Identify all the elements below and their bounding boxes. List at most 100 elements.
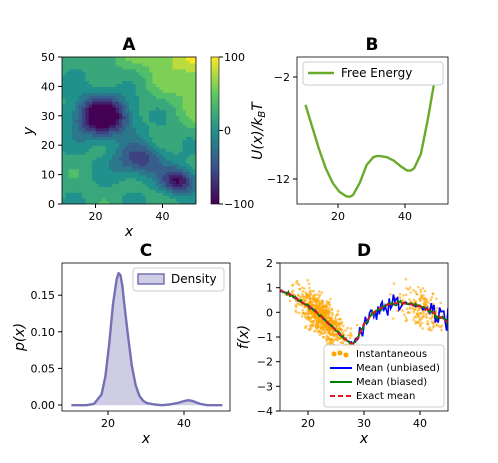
panel-d-scatter-point — [419, 312, 422, 315]
panel-a-heatmap-cell — [68, 115, 73, 120]
panel-a-heatmap-cell — [115, 65, 120, 70]
panel-d-scatter-point — [427, 301, 430, 305]
panel-a-heatmap-cell — [98, 115, 103, 120]
panel-a-heatmap-cell — [155, 118, 160, 123]
panel-a-heatmap-cell — [112, 159, 117, 164]
panel-a-heatmap-cell — [165, 201, 170, 204]
panel-a-heatmap-cell — [62, 148, 66, 152]
panel-a-heatmap-cell — [192, 195, 196, 199]
panel-a-heatmap-cell — [149, 89, 154, 93]
panel-a-heatmap-cell — [145, 177, 150, 182]
panel-a-heatmap-cell — [192, 77, 196, 82]
panel-a-heatmap-cell — [132, 133, 137, 137]
panel-d-scatter-point — [435, 297, 438, 301]
panel-a-heatmap-cell — [185, 62, 190, 67]
panel-a-heatmap-cell — [88, 92, 93, 96]
panel-a-heatmap-cell — [182, 174, 187, 179]
panel-a-heatmap-cell — [98, 77, 103, 82]
panel-a-heatmap-cell — [85, 142, 90, 146]
panel-a-heatmap-cell — [105, 168, 110, 173]
panel-a-heatmap-cell — [108, 112, 113, 117]
panel-c-xtick-label: 40 — [177, 417, 191, 430]
panel-a-heatmap-cell — [152, 106, 157, 111]
panel-a-heatmap-cell — [65, 95, 70, 99]
panel-d-scatter-point — [306, 296, 310, 299]
panel-a-heatmap-cell — [169, 198, 174, 202]
panel-a-heatmap-cell — [179, 156, 184, 161]
panel-a-heatmap-cell — [132, 80, 137, 85]
panel-a-heatmap-cell — [125, 68, 130, 73]
panel-d-scatter-point — [320, 331, 323, 335]
panel-a-heatmap-cell — [108, 77, 113, 82]
panel-a-heatmap-cell — [145, 183, 150, 187]
panel-a-heatmap-cell — [68, 124, 73, 129]
panel-d-scatter-point — [306, 278, 309, 282]
panel-a-heatmap-cell — [122, 162, 127, 167]
panel-a-heatmap-cell — [132, 198, 137, 202]
panel-a-heatmap-cell — [88, 59, 93, 64]
panel-a-heatmap-cell — [75, 142, 80, 146]
panel-a-heatmap-cell — [72, 183, 76, 187]
panel-a-heatmap-cell — [75, 71, 80, 76]
panel-a-heatmap-cell — [62, 109, 66, 114]
panel-a-heatmap-cell — [169, 57, 174, 61]
panel-a-heatmap-cell — [139, 136, 143, 140]
panel-a-heatmap-cell — [189, 124, 194, 129]
panel-a-ylabel: y — [21, 126, 37, 136]
panel-a-heatmap-cell — [175, 115, 180, 120]
panel-a-heatmap-cell — [118, 162, 123, 167]
panel-a-heatmap-cell — [162, 162, 167, 167]
panel-a-heatmap-cell — [159, 151, 164, 155]
panel-a-heatmap-cell — [192, 59, 196, 64]
panel-b-xtick-label: 20 — [331, 210, 345, 223]
panel-a-heatmap-cell — [108, 83, 113, 87]
panel-a-heatmap-cell — [105, 148, 110, 152]
panel-a-heatmap-cell — [95, 195, 100, 199]
panel-a-heatmap-cell — [129, 136, 133, 140]
panel-a-heatmap-cell — [85, 106, 90, 111]
panel-a-heatmap-cell — [132, 165, 137, 170]
panel-a-heatmap-cell — [142, 80, 147, 85]
panel-d-scatter-point — [420, 316, 424, 320]
panel-a-heatmap-cell — [142, 57, 147, 61]
panel-a-heatmap-cell — [172, 101, 177, 105]
panel-a-heatmap-cell — [92, 130, 97, 135]
panel-a-heatmap-cell — [62, 177, 66, 182]
panel-a-heatmap-cell — [145, 145, 150, 149]
panel-a-heatmap-cell — [88, 95, 93, 99]
panel-a-heatmap-cell — [179, 59, 184, 64]
panel-a-heatmap-cell — [98, 74, 103, 79]
panel-a-heatmap-cell — [72, 77, 76, 82]
panel-a-heatmap-cell — [145, 62, 150, 67]
panel-a-heatmap-cell — [189, 165, 194, 170]
panel-a-heatmap-cell — [129, 89, 133, 93]
panel-a-heatmap-cell — [65, 101, 70, 105]
panel-a-heatmap-cell — [139, 133, 143, 137]
panel-a-heatmap-cell — [129, 168, 133, 173]
panel-a-heatmap-cell — [169, 98, 174, 102]
panel-d-scatter-point — [355, 323, 359, 327]
panel-a-heatmap-cell — [185, 57, 190, 61]
panel-a-heatmap-cell — [189, 98, 194, 102]
panel-a-heatmap-cell — [95, 139, 100, 143]
panel-a-heatmap-cell — [68, 89, 73, 93]
panel-a-heatmap-cell — [85, 112, 90, 117]
panel-a-heatmap-cell — [78, 112, 83, 117]
panel-d-scatter-point — [328, 306, 331, 309]
panel-d-scatter-point — [412, 298, 416, 302]
panel-a-heatmap-cell — [179, 104, 184, 108]
panel-a-heatmap-cell — [172, 57, 177, 61]
panel-a-heatmap-cell — [175, 154, 180, 158]
panel-a-heatmap-cell — [105, 156, 110, 161]
panel-a-heatmap-cell — [68, 127, 73, 132]
panel-a-heatmap-cell — [149, 145, 154, 149]
panel-a-heatmap-cell — [142, 130, 147, 135]
panel-a-heatmap-cell — [182, 148, 187, 152]
panel-a-heatmap-cell — [108, 168, 113, 173]
panel-a-heatmap-cell — [82, 174, 87, 179]
panel-a-heatmap-cell — [75, 98, 80, 102]
panel-a-heatmap-cell — [68, 139, 73, 143]
panel-d-scatter-point — [307, 316, 310, 319]
panel-a-heatmap-cell — [132, 83, 137, 87]
panel-a-heatmap-cell — [192, 80, 196, 85]
